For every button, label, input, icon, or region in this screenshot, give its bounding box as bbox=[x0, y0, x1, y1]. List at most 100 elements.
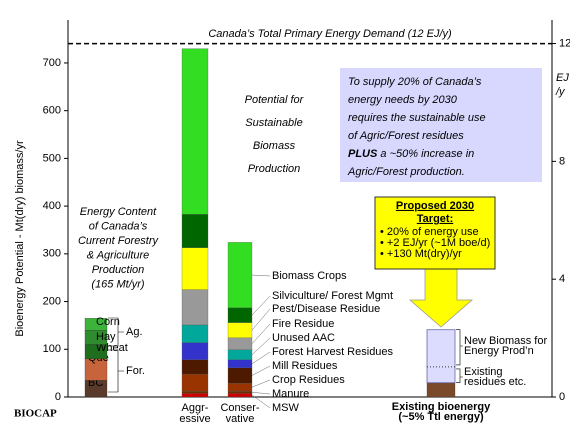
bar-segment bbox=[181, 391, 209, 394]
bar-segment bbox=[227, 367, 253, 384]
legend-label: Unused AAC bbox=[272, 332, 335, 344]
note-line: Agric/Forest production. bbox=[347, 166, 465, 178]
note-line: of Agric/Forest residues bbox=[348, 130, 464, 142]
bar-segment bbox=[227, 337, 253, 350]
note-part: To supply 20% of Canada’s bbox=[348, 76, 482, 88]
note-part: requires the sustainable use bbox=[348, 112, 486, 124]
y-tick-label: 500 bbox=[43, 152, 61, 164]
bar-segment bbox=[227, 359, 253, 369]
current-text: & Agriculture bbox=[87, 249, 150, 261]
target-bullet: • +130 Mt(dry)/yr bbox=[380, 248, 462, 260]
legend-label: Crop Residues bbox=[272, 374, 345, 386]
bar-segment bbox=[227, 383, 253, 392]
target-label: Existing bioenergy (~5% Ttl energy) bbox=[392, 401, 491, 423]
target-bracket bbox=[456, 368, 463, 383]
bar-segment bbox=[181, 359, 209, 375]
legend-label: Biomass Crops bbox=[272, 270, 347, 282]
current-text: (165 Mt/yr) bbox=[91, 278, 145, 290]
target-arrow bbox=[408, 267, 474, 328]
legend-label: MSW bbox=[272, 402, 300, 414]
legend-leader bbox=[251, 351, 271, 365]
target-bullet: • 20% of energy use bbox=[380, 226, 479, 238]
legend-leader bbox=[251, 274, 271, 277]
target-title: Proposed 2030 bbox=[396, 200, 474, 212]
target-bullet: • +2 EJ/yr (~1M boe/d) bbox=[380, 237, 490, 249]
legend-leader bbox=[251, 365, 271, 376]
legend-label: Forest Harvest Residues bbox=[272, 346, 394, 358]
bar-segment bbox=[227, 391, 253, 394]
bar-segment bbox=[181, 48, 209, 215]
note-box bbox=[340, 68, 542, 182]
current-text: Current Forestry bbox=[78, 235, 160, 247]
bar-segment bbox=[181, 247, 209, 290]
note-part: a ~50% increase in bbox=[377, 148, 474, 160]
current-label: Hay bbox=[96, 331, 116, 343]
chart-title: Canada’s Total Primary Energy Demand (12… bbox=[208, 28, 452, 40]
y2-tick-label: 4 bbox=[559, 273, 565, 285]
potential-text: Production bbox=[248, 163, 301, 175]
y-tick-label: 700 bbox=[43, 57, 61, 69]
bracket bbox=[108, 349, 124, 393]
legend-leader bbox=[251, 337, 271, 355]
potential-text: Biomass bbox=[253, 140, 296, 152]
group-label: Ag. bbox=[126, 326, 143, 338]
target-label: New Biomass for Energy Prod’n bbox=[464, 335, 547, 357]
current-text: of Canada’s bbox=[89, 220, 148, 232]
target-outline bbox=[426, 329, 456, 384]
note-line: energy needs by 2030 bbox=[348, 94, 458, 106]
bar-segment bbox=[227, 307, 253, 323]
bar-segment bbox=[181, 289, 209, 326]
potential-text: Sustainable bbox=[245, 117, 303, 129]
x-tick-label: Conser-vative bbox=[220, 402, 259, 424]
note-line: PLUS a ~50% increase in bbox=[348, 148, 474, 160]
bracket bbox=[108, 317, 124, 347]
note-line: To supply 20% of Canada’s bbox=[348, 76, 482, 88]
target-title: Target: bbox=[417, 213, 453, 225]
target-segment bbox=[427, 366, 455, 383]
legend-leader bbox=[251, 308, 271, 331]
note-line: requires the sustainable use bbox=[348, 112, 486, 124]
current-text: Production bbox=[92, 264, 145, 276]
target-label: Existing residues etc. bbox=[464, 366, 526, 388]
current-text: Energy Content bbox=[80, 206, 157, 218]
y-tick-label: 300 bbox=[43, 248, 61, 260]
bar-segment bbox=[227, 242, 253, 308]
y-tick-label: 200 bbox=[43, 295, 61, 307]
target-bracket bbox=[456, 329, 463, 366]
note-part: of Agric/Forest residues bbox=[348, 130, 464, 142]
target-box bbox=[374, 196, 496, 270]
legend-label: Fire Residue bbox=[272, 318, 334, 330]
y-tick-label: 100 bbox=[43, 343, 61, 355]
legend-label: Silviculture/ Forest Mgmt bbox=[272, 290, 393, 302]
legend-label: Pest/Disease Residue bbox=[272, 303, 380, 315]
target-segment bbox=[427, 329, 455, 367]
bar-segment bbox=[181, 324, 209, 343]
target-segment bbox=[426, 382, 456, 398]
y-tick-label: 0 bbox=[55, 391, 61, 403]
legend-leader bbox=[251, 391, 271, 395]
y2-tick-label: 12 bbox=[559, 37, 570, 49]
current-segment bbox=[84, 318, 108, 331]
bar-segment bbox=[181, 393, 209, 398]
y-axis-label: Bioenergy Potential - Mt(dry) biomass/yr bbox=[14, 140, 26, 337]
bar-segment bbox=[181, 373, 209, 392]
y-tick-label: 400 bbox=[43, 200, 61, 212]
current-label: Wheat bbox=[96, 342, 128, 354]
legend-leader bbox=[251, 323, 271, 344]
y2-axis-label: EJ/y bbox=[555, 72, 569, 98]
legend-leader bbox=[251, 394, 271, 409]
legend-leader bbox=[251, 295, 271, 316]
bar-segment bbox=[227, 393, 253, 398]
legend-label: Manure bbox=[272, 388, 309, 400]
bar-segment bbox=[227, 322, 253, 338]
y2-tick-label: 8 bbox=[559, 155, 565, 167]
note-part: energy needs by 2030 bbox=[348, 94, 458, 106]
group-label: For. bbox=[126, 365, 145, 377]
note-part: PLUS bbox=[348, 148, 378, 160]
current-label: Corn bbox=[96, 316, 120, 328]
x-tick-label: Aggr-essive bbox=[179, 402, 210, 424]
potential-text: Potential for bbox=[245, 94, 305, 106]
bar-segment bbox=[181, 214, 209, 248]
